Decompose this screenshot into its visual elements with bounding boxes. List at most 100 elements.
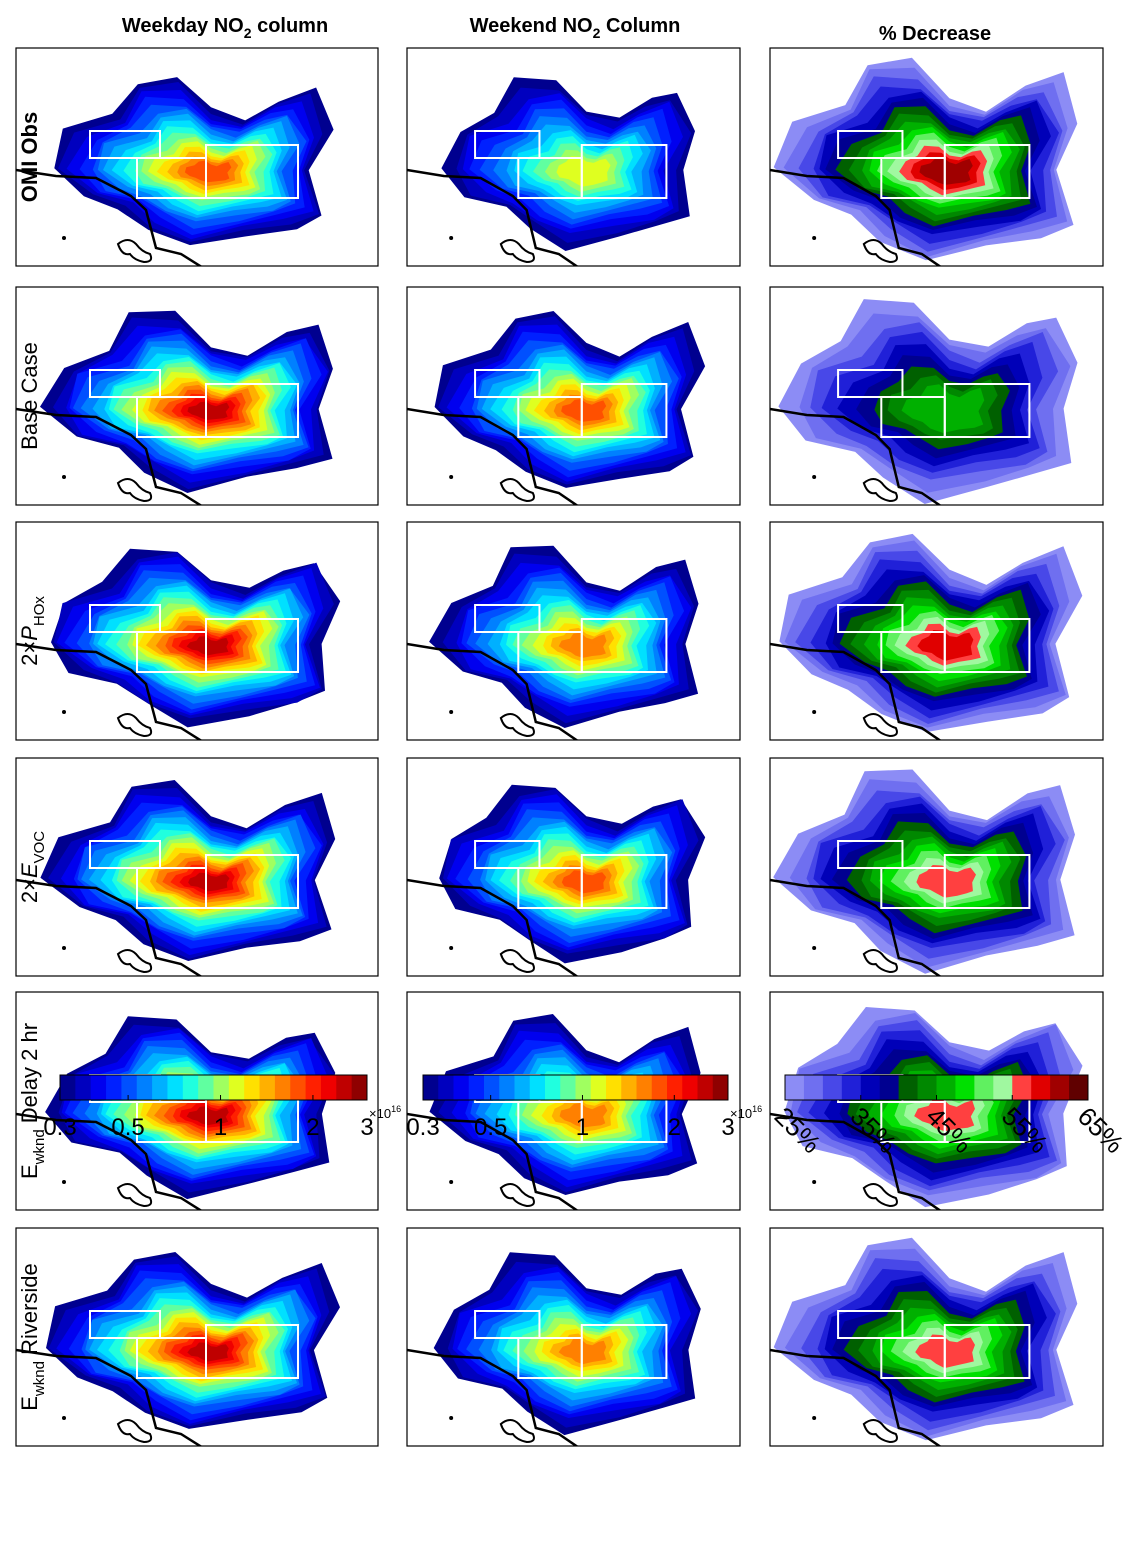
colorbar-swatch	[545, 1075, 561, 1100]
map-content	[16, 549, 340, 794]
row-label-text: E	[17, 863, 42, 878]
map-content	[770, 770, 1075, 1031]
colorbar-swatch	[1012, 1075, 1031, 1100]
title-text: Weekday NO	[122, 15, 244, 37]
island	[118, 950, 151, 972]
island	[864, 1184, 897, 1206]
colorbar-swatch	[60, 1075, 76, 1100]
island	[118, 714, 151, 736]
colorbar-swatch	[918, 1075, 937, 1100]
map-panel	[407, 1228, 740, 1500]
map-panel	[770, 48, 1103, 320]
colorbar-swatch	[637, 1075, 653, 1100]
multiplier-exponent: 16	[391, 1104, 401, 1114]
colorbar-swatch	[1050, 1075, 1069, 1100]
colorbar-swatch	[137, 1075, 153, 1100]
colorbar-swatch	[290, 1075, 306, 1100]
row-label-text: E	[17, 1396, 42, 1411]
colorbar-tick-label: 0.3	[406, 1114, 439, 1141]
colorbar-swatch	[75, 1075, 91, 1100]
island	[501, 1420, 534, 1442]
island-dot	[62, 1416, 66, 1420]
row-label-text: Base Case	[17, 342, 42, 450]
colorbar-swatch	[469, 1075, 485, 1100]
colorbar-swatch	[214, 1075, 230, 1100]
island-dot	[812, 710, 816, 714]
island	[118, 479, 151, 501]
map-panel	[770, 287, 1103, 559]
colorbar-swatch	[621, 1075, 637, 1100]
colorbar-tick-label: 1	[576, 1114, 589, 1141]
row-label: OMI Obs	[17, 112, 42, 202]
map-panel	[407, 522, 740, 794]
subscript: HOx	[31, 596, 48, 627]
island-dot	[62, 236, 66, 240]
colorbar-tick-label: 65%	[1072, 1101, 1129, 1159]
colorbar-tick-label: 0.5	[111, 1114, 144, 1141]
colorbar-swatch	[423, 1075, 439, 1100]
colorbar-swatch	[438, 1075, 454, 1100]
title-text: Column	[600, 15, 680, 37]
island-dot	[62, 1180, 66, 1184]
colorbar-swatch	[785, 1075, 804, 1100]
island	[118, 1420, 151, 1442]
map-panel	[407, 992, 740, 1264]
colorbar-swatch	[880, 1075, 899, 1100]
row-label-text: E	[17, 1164, 42, 1179]
map-content	[407, 77, 695, 320]
map-content	[407, 546, 699, 794]
row-label: Ewknd Delay 2 hr	[17, 1023, 48, 1179]
map-panel	[407, 758, 740, 1030]
map-content	[16, 1252, 340, 1500]
colorbar-swatch	[260, 1075, 276, 1100]
row-label-text: OMI Obs	[17, 112, 42, 202]
colorbar-swatch	[652, 1075, 668, 1100]
title-text: column	[252, 15, 329, 37]
colorbar-swatch	[352, 1075, 368, 1100]
colorbar-swatch	[823, 1075, 842, 1100]
colorbar-swatch	[804, 1075, 823, 1100]
island-dot	[449, 946, 453, 950]
map-content	[407, 1252, 701, 1500]
colorbar-multiplier: ×1016	[369, 1104, 401, 1121]
island-dot	[812, 475, 816, 479]
map-panel	[407, 48, 740, 320]
column-title: % Decrease	[879, 23, 991, 45]
column-title: Weekday NO2 column	[122, 15, 328, 41]
island-dot	[812, 236, 816, 240]
title-text: % Decrease	[879, 23, 991, 45]
colorbar-swatch	[974, 1075, 993, 1100]
colorbar-swatch	[937, 1075, 956, 1100]
map-content	[770, 534, 1082, 794]
colorbar-swatch	[591, 1075, 607, 1100]
map-content	[770, 299, 1078, 559]
colorbar-swatch	[682, 1075, 698, 1100]
colorbar-swatch	[121, 1075, 137, 1100]
colorbar-swatch	[899, 1075, 918, 1100]
column-title: Weekend NO2 Column	[470, 15, 681, 41]
colorbar-swatch	[454, 1075, 470, 1100]
island-dot	[62, 710, 66, 714]
multiplier-base: ×10	[730, 1106, 752, 1121]
map-panel	[407, 287, 740, 559]
colorbar-swatch	[667, 1075, 683, 1100]
subscript: 2	[244, 25, 252, 41]
colorbar-swatch	[484, 1075, 500, 1100]
row-label: Base Case	[17, 342, 42, 450]
colorbar-swatch	[336, 1075, 352, 1100]
map-content	[16, 77, 334, 320]
colorbar-swatch	[560, 1075, 576, 1100]
island-dot	[62, 946, 66, 950]
colorbar-swatch	[713, 1075, 729, 1100]
map-panel	[16, 287, 378, 559]
colorbar-swatch	[275, 1075, 291, 1100]
colorbar-swatch	[198, 1075, 214, 1100]
title-text: Weekend NO	[470, 15, 593, 37]
island	[118, 240, 151, 262]
colorbar-swatch	[152, 1075, 168, 1100]
island	[501, 1184, 534, 1206]
colorbar-swatch	[167, 1075, 183, 1100]
island-dot	[449, 710, 453, 714]
map-panel	[16, 522, 378, 794]
row-label-text: P	[17, 626, 42, 641]
